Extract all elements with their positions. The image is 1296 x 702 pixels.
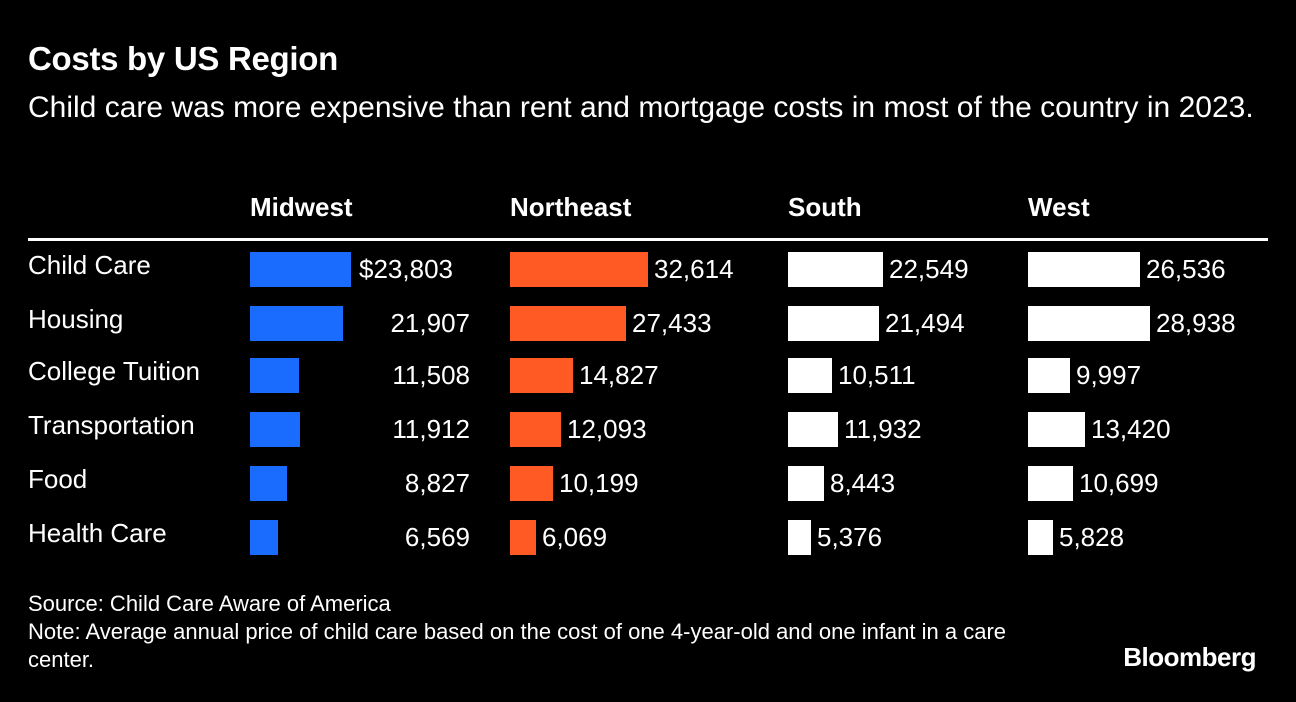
chart-subtitle: Child care was more expensive than rent … bbox=[28, 91, 1254, 124]
bar-midwest-housing bbox=[250, 306, 343, 341]
column-header-midwest: Midwest bbox=[250, 192, 353, 222]
bar-south-health-care bbox=[788, 520, 811, 555]
bar-west-health-care bbox=[1028, 520, 1053, 555]
row-label: Health Care bbox=[28, 518, 167, 548]
header-rule bbox=[28, 238, 1268, 241]
bar-south-food bbox=[788, 466, 824, 501]
bar-midwest-food bbox=[250, 466, 287, 501]
chart-title: Costs by US Region bbox=[28, 40, 338, 77]
bar-northeast-health-care bbox=[510, 520, 536, 555]
bar-west-transportation bbox=[1028, 412, 1085, 447]
data-label: $23,803 bbox=[359, 254, 453, 284]
data-label: 11,932 bbox=[844, 414, 922, 444]
data-label: 10,699 bbox=[1079, 468, 1159, 498]
data-label: 26,536 bbox=[1146, 254, 1226, 284]
bar-west-food bbox=[1028, 466, 1073, 501]
data-label: 6,069 bbox=[542, 522, 608, 552]
bar-midwest-health-care bbox=[250, 520, 278, 555]
data-label: 5,376 bbox=[817, 522, 883, 552]
data-label: 12,093 bbox=[567, 414, 647, 444]
bar-midwest-college-tuition bbox=[250, 358, 299, 393]
data-label: 28,938 bbox=[1156, 308, 1236, 338]
data-label: 6,569 bbox=[404, 522, 470, 552]
data-label: 27,433 bbox=[632, 308, 712, 338]
bar-west-housing bbox=[1028, 306, 1150, 341]
data-label: 32,614 bbox=[654, 254, 734, 284]
bar-midwest-child-care bbox=[250, 252, 351, 287]
data-label: 8,827 bbox=[404, 468, 470, 498]
column-header-northeast: Northeast bbox=[510, 192, 632, 222]
data-label: 11,508 bbox=[392, 360, 470, 390]
data-label: 5,828 bbox=[1059, 522, 1125, 552]
data-label: 10,199 bbox=[559, 468, 639, 498]
footnote: Note: Average annual price of child care… bbox=[28, 619, 1007, 672]
bar-south-child-care bbox=[788, 252, 883, 287]
bar-south-college-tuition bbox=[788, 358, 832, 393]
data-label: 21,907 bbox=[390, 308, 470, 338]
bar-west-college-tuition bbox=[1028, 358, 1070, 393]
bar-south-transportation bbox=[788, 412, 838, 447]
bloomberg-logo: Bloomberg bbox=[1123, 642, 1256, 672]
data-label: 22,549 bbox=[889, 254, 969, 284]
data-label: 8,443 bbox=[830, 468, 896, 498]
data-label: 13,420 bbox=[1091, 414, 1171, 444]
data-label: 14,827 bbox=[579, 360, 659, 390]
data-label: 9,997 bbox=[1076, 360, 1142, 390]
row-label: Food bbox=[28, 464, 88, 494]
data-label: 10,511 bbox=[838, 360, 916, 390]
data-label: 21,494 bbox=[885, 308, 965, 338]
row-label: College Tuition bbox=[28, 356, 200, 386]
bar-northeast-transportation bbox=[510, 412, 561, 447]
row-label: Transportation bbox=[28, 410, 195, 440]
bar-west-child-care bbox=[1028, 252, 1140, 287]
bar-northeast-housing bbox=[510, 306, 626, 341]
column-header-south: South bbox=[788, 192, 862, 222]
data-label: 11,912 bbox=[392, 414, 470, 444]
bar-northeast-child-care bbox=[510, 252, 648, 287]
column-header-west: West bbox=[1028, 192, 1090, 222]
row-label: Child Care bbox=[28, 250, 151, 280]
bar-south-housing bbox=[788, 306, 879, 341]
row-label: Housing bbox=[28, 304, 124, 334]
source-note: Source: Child Care Aware of America bbox=[28, 591, 391, 616]
bar-northeast-food bbox=[510, 466, 553, 501]
bar-midwest-transportation bbox=[250, 412, 300, 447]
bar-northeast-college-tuition bbox=[510, 358, 573, 393]
